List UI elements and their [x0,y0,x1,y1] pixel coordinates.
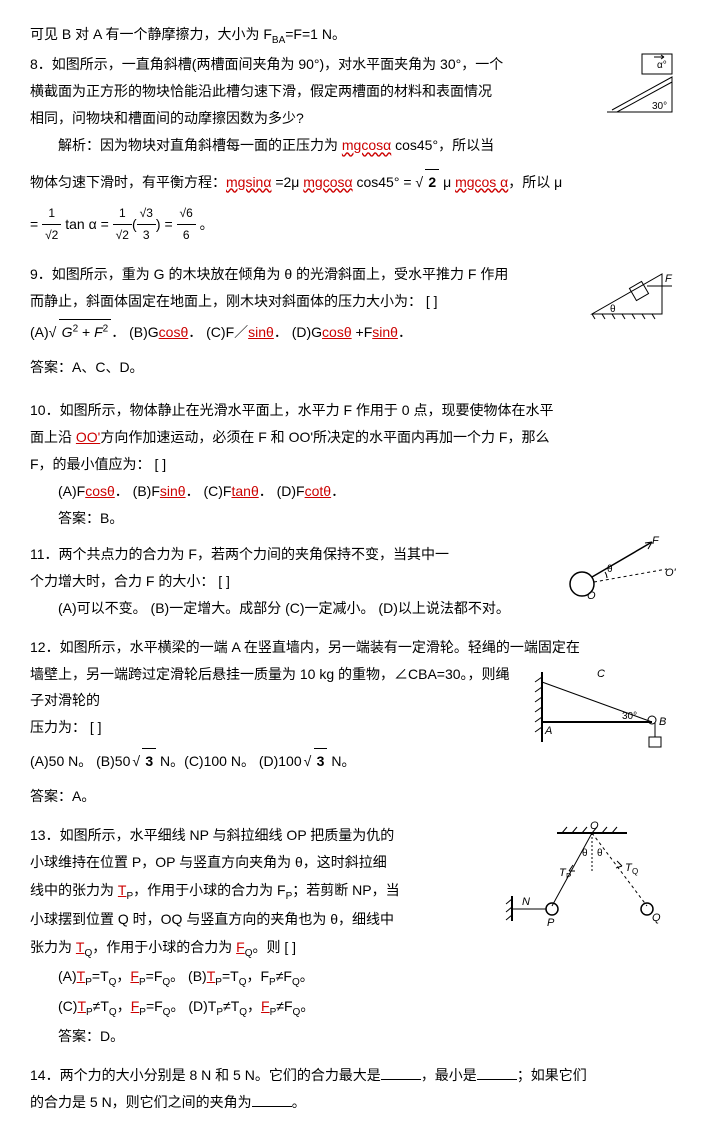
q8-l3: 相同，问物块和槽面间的动摩擦因数为多少? [30,106,677,131]
svg-text:F: F [652,535,660,547]
q13-ans: 答案：D。 [30,1024,677,1049]
q12-ans: 答案：A。 [30,784,677,809]
fig-q12: C A B 30° [527,662,677,752]
q10-l3: F，的最小值应为： [ ] [30,452,677,477]
svg-text:A: A [544,725,552,737]
q13-opts1: (A)TP=TQ，FP=FQ。 (B)TP=TQ，FP≠FQ。 [30,964,677,992]
q13-l5: 张力为 TQ，作用于小球的合力为 FQ。则 [ ] [30,935,677,963]
fig-q9: F θ [587,264,677,324]
fig-q8: α° 30° [602,52,677,122]
q8-eq: = 1√2 tan α = 1√2(√33) = √66 。 [30,203,677,247]
svg-text:30°: 30° [652,101,667,112]
q12-l1: 12．如图所示，水平横梁的一端 A 在竖直墙内，另一端装有一定滑轮。轻绳的一端固… [30,635,677,660]
svg-text:F: F [665,273,673,285]
svg-text:P: P [566,872,571,881]
q8-l1: 8．如图所示，一直角斜槽(两槽面间夹角为 90°)，对水平面夹角为 30°，一个 [30,52,677,77]
q14-l1: 14．两个力的大小分别是 8 N 和 5 N。它们的合力最大是，最小是；如果它们 [30,1063,677,1088]
q13-opts2: (C)TP≠TQ，FP=FQ。 (D)TP≠TQ，FP≠FQ。 [30,994,677,1022]
svg-text:θ: θ [607,564,613,575]
svg-text:α°: α° [657,60,667,71]
q14-l2: 的合力是 5 N，则它们之间的夹角为。 [30,1090,677,1115]
svg-text:θ: θ [597,848,603,859]
q9-l1: 9．如图所示，重为 G 的木块放在倾角为 θ 的光滑斜面上，受水平推力 F 作用 [30,262,677,287]
svg-text:θ: θ [610,304,616,315]
svg-text:N: N [522,896,530,908]
fig-q13: O θ θ TP TQ N P Q [497,821,677,931]
line-intro: 可见 B 对 A 有一个静摩擦力，大小为 FBA=F=1 N。 [30,22,677,50]
q9-opts: (A)G2 + F2． (B)Gcosθ． (C)F／sinθ． (D)Gcos… [30,319,677,345]
q10-ans: 答案：B。 [30,506,677,531]
svg-text:B: B [659,716,666,728]
q8-sol1: 解析：因为物块对直角斜槽每一面的正压力为 mgcosα cos45°，所以当 [30,133,677,158]
fig-q11: O F O' θ [557,534,677,604]
svg-text:O: O [590,821,599,832]
q9-l2: 而静止，斜面体固定在地面上，刚木块对斜面体的压力大小为： [ ] [30,289,677,314]
q10-l1: 10．如图所示，物体静止在光滑水平面上，水平力 F 作用于 0 点，现要使物体在… [30,398,677,423]
q8-sol2: 物体匀速下滑时，有平衡方程：mgsinα =2μ mgcosα cos45° =… [30,169,677,195]
svg-text:Q: Q [652,912,661,924]
q10-l2: 面上沿 OO'方向作加速运动，必须在 F 和 OO'所决定的水平面内再加一个力 … [30,425,677,450]
svg-text:O': O' [665,567,677,579]
svg-text:C: C [597,668,605,680]
q8-l2: 横截面为正方形的物块恰能沿此槽匀速下滑，假定两槽面的材料和表面情况 [30,79,677,104]
q10-opts: (A)Fcosθ． (B)Fsinθ． (C)Ftanθ． (D)Fcotθ． [30,479,677,504]
svg-text:P: P [547,917,555,929]
svg-text:O: O [587,590,596,602]
q9-ans: 答案：A、C、D。 [30,355,677,380]
svg-text:θ: θ [582,848,588,859]
svg-text:Q: Q [632,867,638,876]
svg-text:30°: 30° [622,711,637,722]
